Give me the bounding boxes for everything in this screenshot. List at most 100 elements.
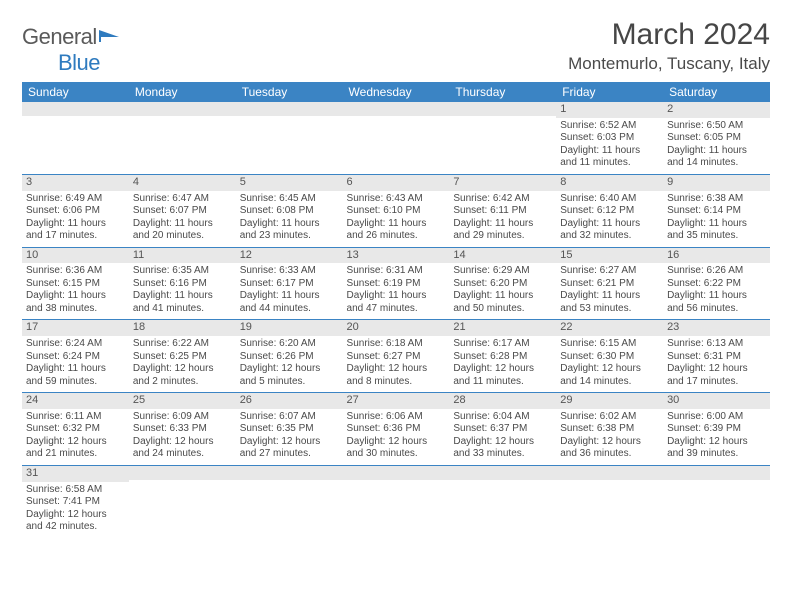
brand-name1: General [22, 24, 97, 49]
calendar-cell: 30Sunrise: 6:00 AMSunset: 6:39 PMDayligh… [663, 393, 770, 466]
sunset-text: Sunset: 6:15 PM [26, 278, 125, 291]
day-body: Sunrise: 6:29 AMSunset: 6:20 PMDaylight:… [449, 263, 556, 319]
calendar-cell: 11Sunrise: 6:35 AMSunset: 6:16 PMDayligh… [129, 247, 236, 320]
calendar-cell: 24Sunrise: 6:11 AMSunset: 6:32 PMDayligh… [22, 393, 129, 466]
day-body [343, 116, 450, 166]
daylight-text: Daylight: 12 hours and 42 minutes. [26, 509, 125, 534]
calendar-cell [236, 465, 343, 537]
day-number [236, 102, 343, 116]
sunrise-text: Sunrise: 6:45 AM [240, 193, 339, 206]
calendar-cell: 5Sunrise: 6:45 AMSunset: 6:08 PMDaylight… [236, 174, 343, 247]
sunrise-text: Sunrise: 6:22 AM [133, 338, 232, 351]
daylight-text: Daylight: 12 hours and 21 minutes. [26, 436, 125, 461]
sunset-text: Sunset: 6:06 PM [26, 205, 125, 218]
sunset-text: Sunset: 6:37 PM [453, 423, 552, 436]
day-body: Sunrise: 6:40 AMSunset: 6:12 PMDaylight:… [556, 191, 663, 247]
sunrise-text: Sunrise: 6:04 AM [453, 411, 552, 424]
daylight-text: Daylight: 11 hours and 53 minutes. [560, 290, 659, 315]
day-number: 29 [556, 393, 663, 409]
weekday-header: Friday [556, 82, 663, 102]
day-body: Sunrise: 6:15 AMSunset: 6:30 PMDaylight:… [556, 336, 663, 392]
day-number: 26 [236, 393, 343, 409]
sunrise-text: Sunrise: 6:11 AM [26, 411, 125, 424]
day-body [22, 116, 129, 166]
sunrise-text: Sunrise: 6:47 AM [133, 193, 232, 206]
sunset-text: Sunset: 6:33 PM [133, 423, 232, 436]
sunset-text: Sunset: 6:35 PM [240, 423, 339, 436]
calendar-cell: 9Sunrise: 6:38 AMSunset: 6:14 PMDaylight… [663, 174, 770, 247]
day-body: Sunrise: 6:50 AMSunset: 6:05 PMDaylight:… [663, 118, 770, 174]
calendar-cell: 14Sunrise: 6:29 AMSunset: 6:20 PMDayligh… [449, 247, 556, 320]
day-number: 1 [556, 102, 663, 118]
daylight-text: Daylight: 11 hours and 32 minutes. [560, 218, 659, 243]
day-number: 22 [556, 320, 663, 336]
day-number: 18 [129, 320, 236, 336]
calendar-cell [22, 102, 129, 174]
flag-icon [99, 24, 121, 50]
day-number: 2 [663, 102, 770, 118]
sunrise-text: Sunrise: 6:50 AM [667, 120, 766, 133]
daylight-text: Daylight: 12 hours and 14 minutes. [560, 363, 659, 388]
daylight-text: Daylight: 11 hours and 20 minutes. [133, 218, 232, 243]
sunset-text: Sunset: 6:27 PM [347, 351, 446, 364]
day-body: Sunrise: 6:17 AMSunset: 6:28 PMDaylight:… [449, 336, 556, 392]
calendar-cell: 26Sunrise: 6:07 AMSunset: 6:35 PMDayligh… [236, 393, 343, 466]
day-number: 4 [129, 175, 236, 191]
header: GeneralBlue March 2024 Montemurlo, Tusca… [22, 18, 770, 76]
calendar-cell: 18Sunrise: 6:22 AMSunset: 6:25 PMDayligh… [129, 320, 236, 393]
sunset-text: Sunset: 6:10 PM [347, 205, 446, 218]
day-body: Sunrise: 6:58 AMSunset: 7:41 PMDaylight:… [22, 482, 129, 538]
daylight-text: Daylight: 11 hours and 29 minutes. [453, 218, 552, 243]
sunset-text: Sunset: 6:12 PM [560, 205, 659, 218]
sunrise-text: Sunrise: 6:02 AM [560, 411, 659, 424]
day-number: 31 [22, 466, 129, 482]
sunrise-text: Sunrise: 6:43 AM [347, 193, 446, 206]
sunset-text: Sunset: 6:17 PM [240, 278, 339, 291]
calendar-cell [663, 465, 770, 537]
day-number [663, 466, 770, 480]
daylight-text: Daylight: 11 hours and 59 minutes. [26, 363, 125, 388]
sunrise-text: Sunrise: 6:58 AM [26, 484, 125, 497]
calendar-cell [449, 465, 556, 537]
calendar-cell [343, 102, 450, 174]
daylight-text: Daylight: 11 hours and 26 minutes. [347, 218, 446, 243]
weekday-header: Thursday [449, 82, 556, 102]
calendar-cell: 19Sunrise: 6:20 AMSunset: 6:26 PMDayligh… [236, 320, 343, 393]
sunrise-text: Sunrise: 6:36 AM [26, 265, 125, 278]
day-body [449, 480, 556, 530]
day-body [129, 480, 236, 530]
calendar-cell: 8Sunrise: 6:40 AMSunset: 6:12 PMDaylight… [556, 174, 663, 247]
day-body: Sunrise: 6:06 AMSunset: 6:36 PMDaylight:… [343, 409, 450, 465]
day-number [236, 466, 343, 480]
calendar-cell: 25Sunrise: 6:09 AMSunset: 6:33 PMDayligh… [129, 393, 236, 466]
day-body: Sunrise: 6:45 AMSunset: 6:08 PMDaylight:… [236, 191, 343, 247]
sunrise-text: Sunrise: 6:17 AM [453, 338, 552, 351]
day-body: Sunrise: 6:24 AMSunset: 6:24 PMDaylight:… [22, 336, 129, 392]
brand-logo: GeneralBlue [22, 24, 121, 76]
sunrise-text: Sunrise: 6:24 AM [26, 338, 125, 351]
sunrise-text: Sunrise: 6:13 AM [667, 338, 766, 351]
day-body: Sunrise: 6:20 AMSunset: 6:26 PMDaylight:… [236, 336, 343, 392]
calendar-cell: 20Sunrise: 6:18 AMSunset: 6:27 PMDayligh… [343, 320, 450, 393]
sunset-text: Sunset: 6:24 PM [26, 351, 125, 364]
sunrise-text: Sunrise: 6:33 AM [240, 265, 339, 278]
calendar-cell: 23Sunrise: 6:13 AMSunset: 6:31 PMDayligh… [663, 320, 770, 393]
daylight-text: Daylight: 11 hours and 41 minutes. [133, 290, 232, 315]
daylight-text: Daylight: 12 hours and 36 minutes. [560, 436, 659, 461]
sunset-text: Sunset: 6:20 PM [453, 278, 552, 291]
day-body: Sunrise: 6:11 AMSunset: 6:32 PMDaylight:… [22, 409, 129, 465]
calendar-cell [129, 102, 236, 174]
day-number: 16 [663, 248, 770, 264]
day-number [449, 102, 556, 116]
sunrise-text: Sunrise: 6:42 AM [453, 193, 552, 206]
sunrise-text: Sunrise: 6:31 AM [347, 265, 446, 278]
daylight-text: Daylight: 11 hours and 17 minutes. [26, 218, 125, 243]
sunrise-text: Sunrise: 6:27 AM [560, 265, 659, 278]
day-number: 11 [129, 248, 236, 264]
day-body [236, 116, 343, 166]
day-body [129, 116, 236, 166]
sunrise-text: Sunrise: 6:49 AM [26, 193, 125, 206]
day-number: 12 [236, 248, 343, 264]
sunrise-text: Sunrise: 6:07 AM [240, 411, 339, 424]
day-number [449, 466, 556, 480]
